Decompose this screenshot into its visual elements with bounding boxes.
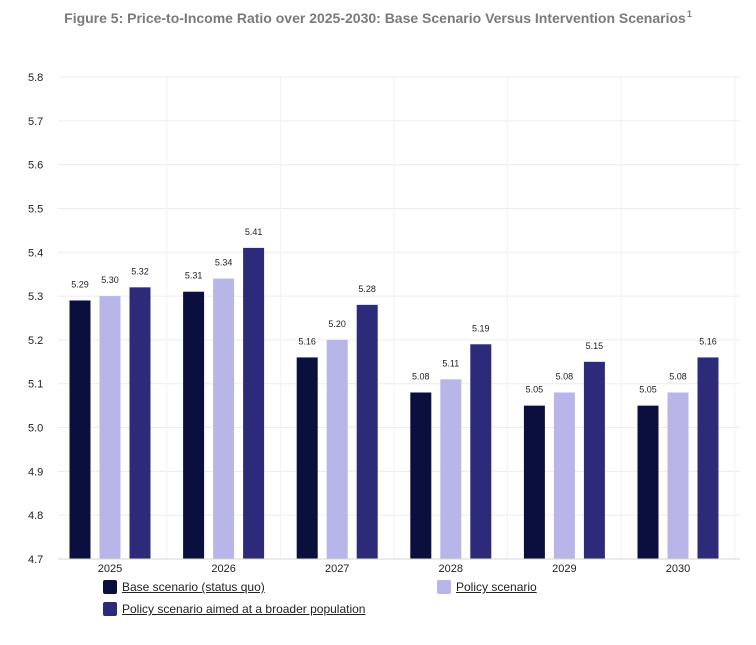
bar-2025-series-3[interactable] [129, 287, 151, 559]
bar-2026-series-3[interactable] [243, 247, 265, 559]
legend-item-series-2[interactable]: Policy scenario [437, 580, 537, 594]
bar-2028-series-2[interactable] [440, 379, 462, 559]
bar-2030-series-1[interactable] [637, 405, 659, 559]
y-tick-label: 5.8 [28, 72, 43, 84]
x-tick-label: 2025 [98, 563, 122, 575]
y-tick-label: 5.5 [28, 203, 43, 215]
bar-2025-series-1[interactable] [69, 300, 91, 559]
y-tick-label: 5.0 [28, 423, 43, 435]
data-label: 5.32 [131, 266, 149, 276]
bar-2029-series-2[interactable] [553, 392, 575, 559]
bar-2030-series-3[interactable] [697, 357, 719, 559]
chart-title-text: Figure 5: Price-to-Income Ratio over 202… [64, 10, 686, 26]
bar-2026-series-1[interactable] [183, 291, 205, 559]
data-label: 5.20 [328, 319, 346, 329]
y-tick-label: 4.8 [28, 510, 43, 522]
data-label: 5.08 [669, 371, 687, 381]
data-label: 5.16 [298, 336, 316, 346]
chart-title: Figure 5: Price-to-Income Ratio over 202… [0, 9, 756, 26]
data-label: 5.30 [101, 275, 119, 285]
legend-swatch [437, 580, 451, 594]
legend-label: Policy scenario [456, 580, 537, 594]
bar-2027-series-3[interactable] [356, 304, 378, 559]
bar-2028-series-1[interactable] [410, 392, 432, 559]
legend-label: Policy scenario aimed at a broader popul… [122, 602, 366, 616]
bar-2025-series-2[interactable] [99, 296, 121, 559]
data-label: 5.41 [245, 227, 263, 237]
bar-2030-series-2[interactable] [667, 392, 689, 559]
data-label: 5.05 [639, 385, 657, 395]
data-label: 5.31 [185, 271, 203, 281]
bar-2028-series-3[interactable] [470, 344, 492, 559]
x-tick-label: 2026 [211, 563, 235, 575]
x-tick-label: 2029 [552, 563, 576, 575]
x-tick-label: 2030 [666, 563, 690, 575]
data-label: 5.08 [556, 371, 574, 381]
bar-2026-series-2[interactable] [213, 278, 235, 559]
y-tick-label: 5.1 [28, 379, 43, 391]
x-tick-label: 2027 [325, 563, 349, 575]
y-tick-label: 5.4 [28, 247, 43, 259]
legend-swatch [103, 580, 117, 594]
data-label: 5.15 [586, 341, 604, 351]
legend-swatch [103, 602, 117, 616]
x-tick-label: 2028 [439, 563, 463, 575]
data-label: 5.08 [412, 371, 430, 381]
data-label: 5.11 [442, 358, 459, 368]
y-tick-label: 4.9 [28, 466, 43, 478]
bar-2027-series-1[interactable] [296, 357, 318, 559]
bar-2029-series-3[interactable] [583, 361, 605, 559]
y-tick-label: 5.2 [28, 335, 43, 347]
data-label: 5.34 [215, 258, 233, 268]
bar-2029-series-1[interactable] [523, 405, 545, 559]
y-tick-label: 5.7 [28, 116, 43, 128]
data-label: 5.05 [526, 385, 544, 395]
title-footnote-marker: 1 [686, 9, 692, 19]
data-label: 5.29 [71, 279, 89, 289]
y-tick-label: 4.7 [28, 554, 43, 566]
bar-2027-series-2[interactable] [326, 339, 348, 559]
data-label: 5.28 [358, 284, 376, 294]
legend-label: Base scenario (status quo) [122, 580, 265, 594]
data-label: 5.16 [699, 336, 717, 346]
legend-item-series-1[interactable]: Base scenario (status quo) [103, 580, 265, 594]
data-label: 5.19 [472, 323, 490, 333]
legend-item-series-3[interactable]: Policy scenario aimed at a broader popul… [103, 602, 365, 616]
y-tick-label: 5.3 [28, 291, 43, 303]
y-tick-label: 5.6 [28, 160, 43, 172]
